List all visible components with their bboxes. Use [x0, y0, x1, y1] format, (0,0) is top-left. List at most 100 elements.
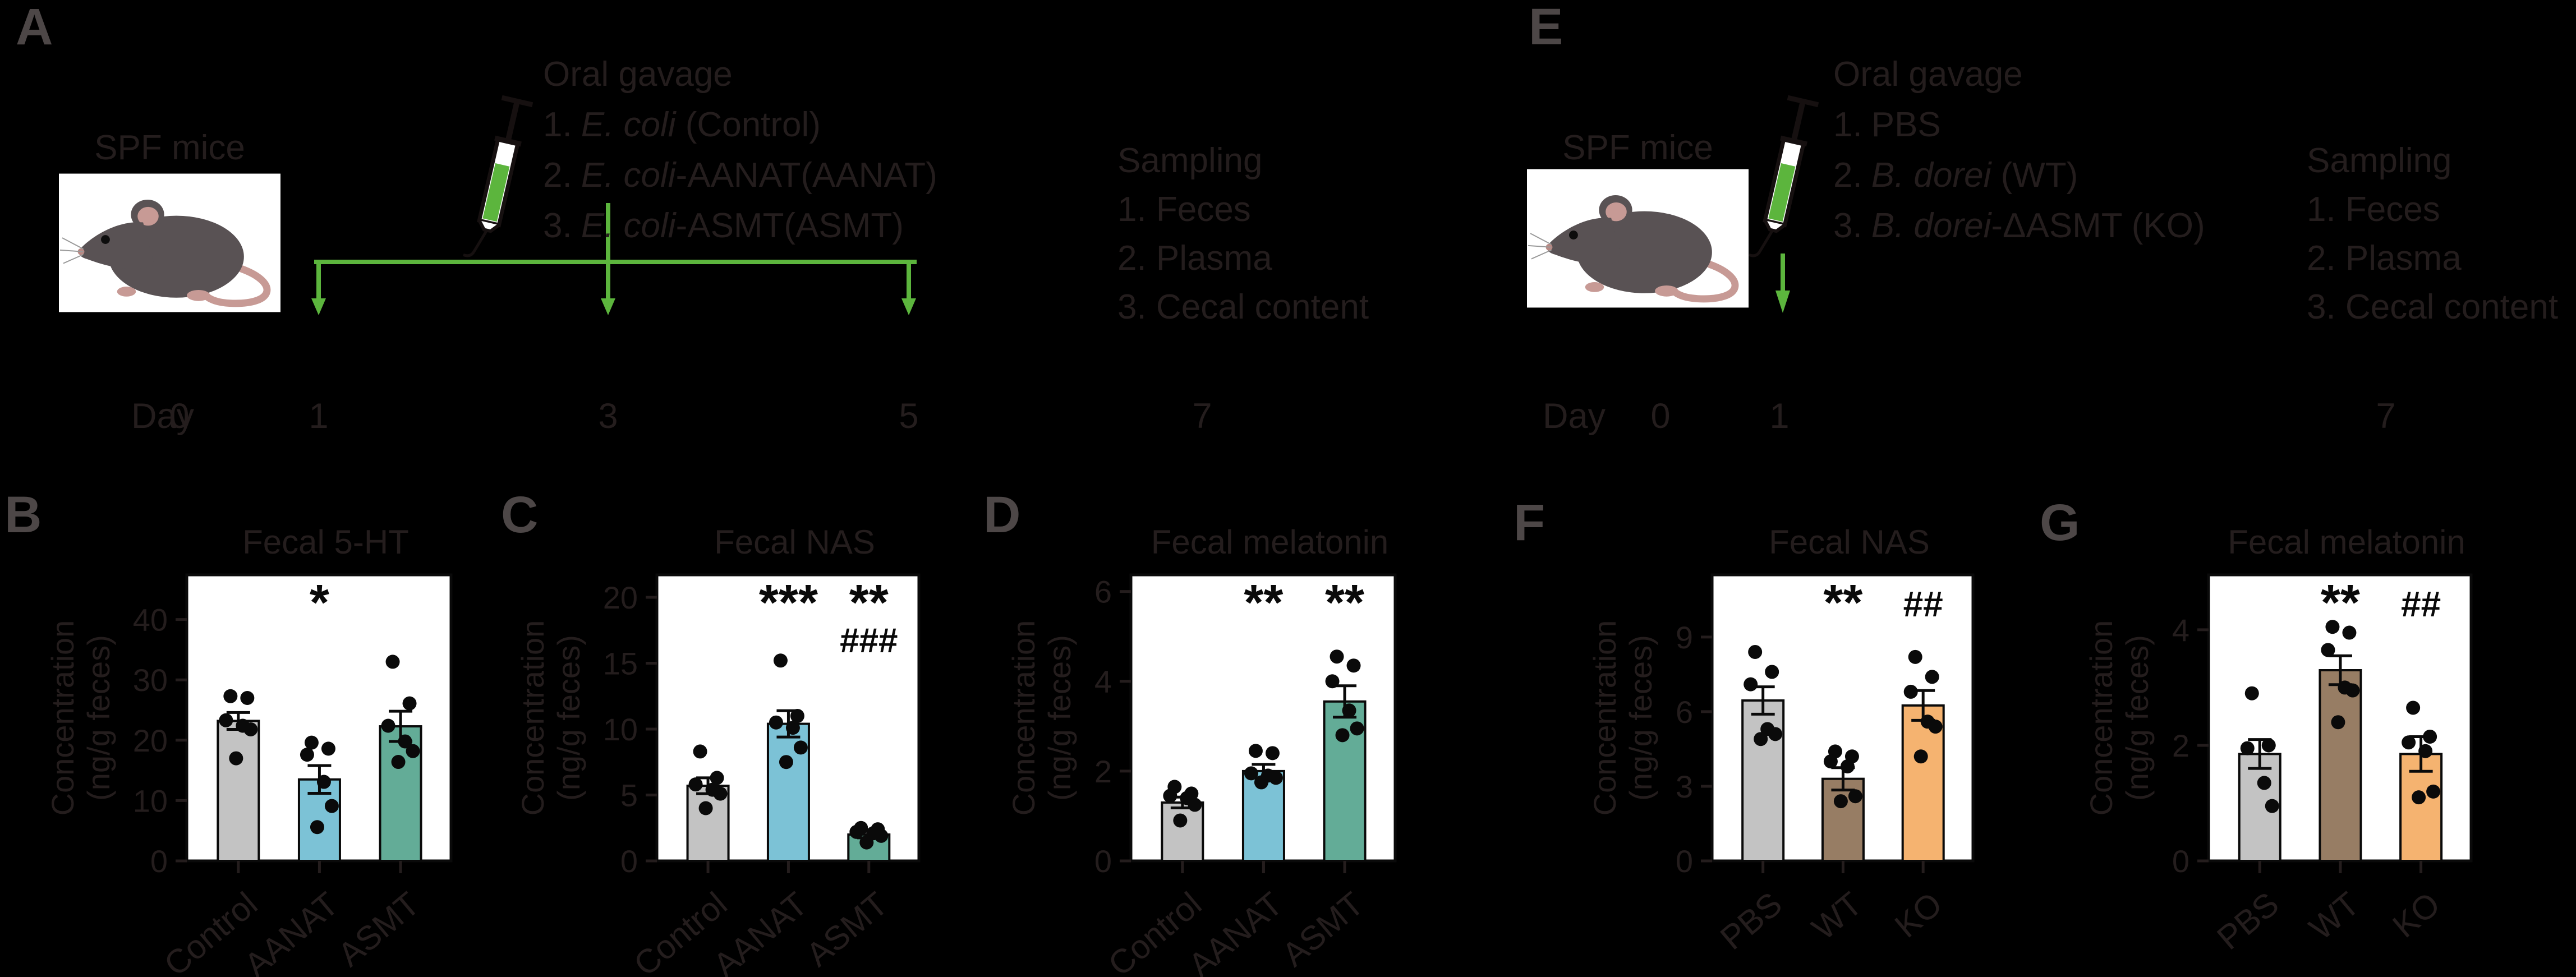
sampling-item: 1. Feces [2307, 190, 2440, 229]
data-point [406, 744, 420, 758]
data-point [2325, 620, 2340, 634]
panel-letter-a: A [16, 0, 53, 56]
data-point [1908, 649, 1922, 664]
data-point [2240, 741, 2255, 755]
panel-a-timeline [314, 203, 917, 299]
y-axis-label: Concentration [2083, 620, 2119, 816]
item-species: B. dorei [1871, 206, 1991, 245]
data-point [243, 722, 258, 736]
y-tick-label: 10 [603, 712, 638, 747]
day-tick-label: 1 [309, 397, 329, 436]
x-category-label: ASMT [331, 885, 427, 974]
day-tick-label: 1 [1769, 397, 1790, 436]
y-tick-label: 0 [1094, 844, 1112, 879]
data-point [769, 715, 783, 730]
data-point [381, 718, 395, 733]
sampling-title: Sampling [2307, 141, 2452, 180]
item-rest: (Control) [675, 105, 821, 144]
data-point [2257, 776, 2271, 790]
arrowhead-day1 [311, 298, 326, 315]
bar-Control [1161, 801, 1204, 862]
sampling-item: 3. Cecal content [2307, 288, 2559, 326]
data-point [1335, 728, 1350, 743]
data-point [2402, 735, 2416, 750]
data-point [1748, 644, 1763, 659]
x-category-label: WT [2302, 885, 2367, 947]
data-point [1840, 759, 1855, 773]
data-point [2418, 744, 2433, 758]
significance-mark: ** [1325, 575, 1364, 631]
data-point [1765, 665, 1779, 679]
gavage-item: 2. B. dorei (WT) [1833, 150, 2205, 201]
chart-title: Fecal NAS [714, 523, 875, 561]
y-axis-label: (ng/g feces) [81, 635, 116, 801]
data-point [1744, 677, 1758, 692]
data-point [1248, 744, 1263, 758]
item-species: E. coli [581, 206, 676, 245]
gavage-item: 3. B. dorei-ΔASMT (KO) [1833, 201, 2205, 251]
data-point [391, 755, 406, 769]
panel-a-sampling-block: Sampling 1. Feces 2. Plasma 3. Cecal con… [1117, 136, 1369, 331]
day-tick-label: 0 [1650, 397, 1671, 436]
item-rest: -ASMT(ASMT) [675, 206, 904, 245]
day-tick-label: 7 [1192, 397, 1212, 436]
data-point [1188, 798, 1202, 812]
data-point [2331, 715, 2345, 730]
significance-mark: * [310, 575, 329, 631]
sampling-item: 1. Feces [1117, 190, 1251, 229]
day-tick-label: 0 [169, 397, 190, 436]
y-tick-label: 5 [620, 777, 638, 813]
sampling-item: 2. Plasma [1117, 239, 1272, 278]
gavage-item: 3. E. coli-ASMT(ASMT) [543, 201, 937, 251]
sampling-item: 2. Plasma [2307, 239, 2462, 278]
data-point [229, 751, 243, 766]
data-point [2412, 790, 2426, 805]
y-axis-label: (ng/g feces) [1623, 635, 1658, 801]
panel-e-day-label: Day [1543, 397, 1606, 436]
panel-letter-b: B [4, 486, 42, 543]
significance-mark: ** [1823, 575, 1862, 631]
panel-letter-f: F [1514, 494, 1545, 551]
arrowhead-e-day1 [1775, 291, 1790, 313]
x-category-label: KO [2385, 885, 2446, 945]
y-tick-label: 6 [1094, 574, 1112, 610]
significance-mark: ** [1244, 575, 1283, 631]
y-tick-label: 0 [2172, 844, 2189, 879]
data-point [693, 744, 707, 759]
y-tick-label: 40 [133, 602, 168, 638]
panel-e-timeline [1775, 254, 1790, 313]
data-point [2244, 686, 2259, 701]
significance-mark-secondary: ### [840, 621, 898, 660]
item-number: 3. [543, 206, 572, 245]
data-point [2265, 799, 2279, 813]
chart-title: Fecal NAS [1769, 523, 1930, 561]
data-point [2426, 784, 2441, 799]
gavage-title: Oral gavage [543, 55, 733, 94]
significance-mark: ## [1903, 584, 1943, 624]
panel-a-gavage-block: Oral gavage 1. E. coli (Control) 2. E. col… [543, 49, 937, 251]
item-rest: -AANAT(AANAT) [675, 156, 937, 195]
data-point [1265, 746, 1280, 761]
gavage-item: 2. E. coli-AANAT(AANAT) [543, 150, 937, 201]
x-category-label: KO [1888, 885, 1949, 945]
panel-letter-e: E [1529, 0, 1563, 56]
data-point [1244, 766, 1258, 781]
data-point [698, 801, 713, 815]
data-point [710, 771, 724, 785]
item-number: 2. [543, 156, 572, 195]
data-point [2423, 729, 2437, 744]
data-point [688, 777, 703, 792]
chart-panel-G: 0 2 4 Fecal melatonin Concentration (ng/g fec… [2083, 523, 2473, 957]
data-point [385, 655, 400, 669]
data-point [785, 721, 800, 735]
data-point [1928, 720, 1943, 734]
panel-letter-c: C [501, 486, 539, 543]
gavage-title: Oral gavage [1833, 55, 2023, 94]
data-point [1254, 775, 1268, 790]
x-category-label: AANAT [706, 885, 815, 977]
item-species: E. coli [581, 105, 676, 144]
x-category-label: AANAT [1181, 885, 1290, 977]
item-rest: PBS [1871, 105, 1941, 144]
data-point [1903, 684, 1918, 699]
x-category-label: ASMT [1275, 885, 1371, 974]
